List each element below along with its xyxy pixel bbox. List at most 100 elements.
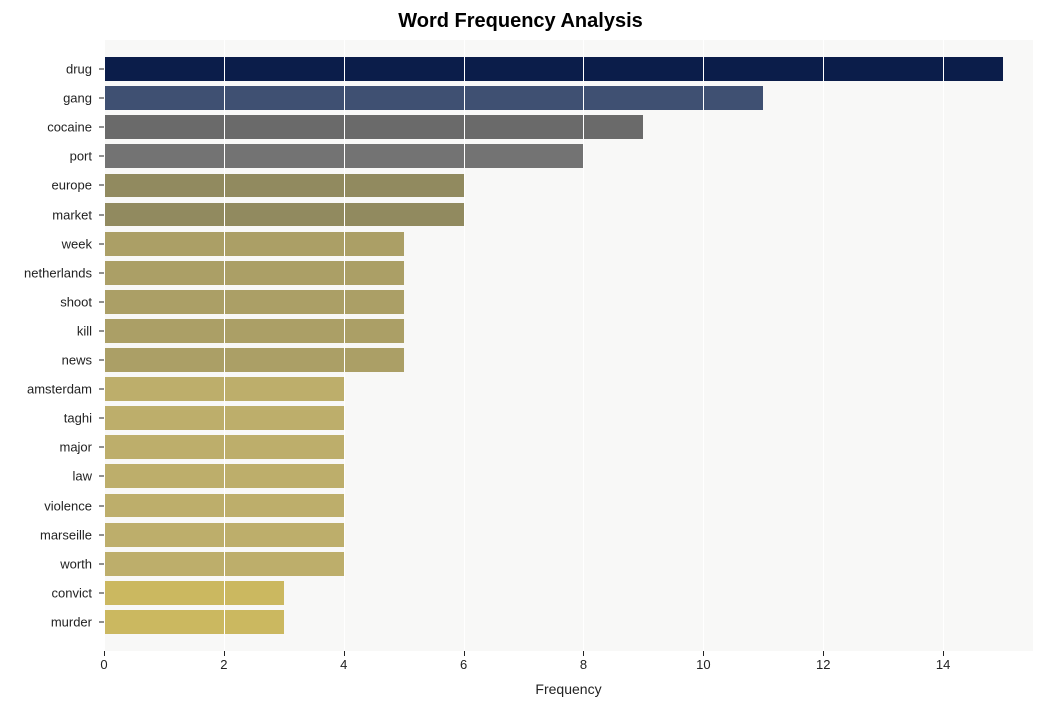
bar-row — [104, 464, 1033, 488]
x-tick — [464, 651, 465, 656]
bar — [104, 232, 404, 256]
bars-container — [104, 40, 1033, 651]
chart-title: Word Frequency Analysis — [0, 0, 1041, 39]
y-tick — [99, 534, 104, 535]
bar — [104, 610, 284, 634]
y-tick — [99, 621, 104, 622]
x-tick-label: 10 — [696, 657, 710, 672]
grid-line — [823, 40, 824, 651]
grid-line — [943, 40, 944, 651]
grid-line — [703, 40, 704, 651]
bar-row — [104, 86, 1033, 110]
y-tick — [99, 301, 104, 302]
plot-area — [104, 40, 1033, 651]
bar-row — [104, 435, 1033, 459]
y-tick — [99, 563, 104, 564]
y-tick-label: law — [72, 469, 92, 484]
x-tick — [703, 651, 704, 656]
y-tick-label: convict — [52, 585, 92, 600]
y-tick-label: cocaine — [47, 120, 92, 135]
x-tick-label: 2 — [220, 657, 227, 672]
x-tick — [583, 651, 584, 656]
y-tick-label: kill — [77, 323, 92, 338]
word-frequency-chart: Word Frequency Analysis drug gang cocaine p… — [0, 0, 1041, 701]
x-tick — [344, 651, 345, 656]
y-tick-label: murder — [51, 614, 92, 629]
y-tick-label: violence — [44, 498, 92, 513]
grid-line — [464, 40, 465, 651]
bar-row — [104, 232, 1033, 256]
y-tick — [99, 127, 104, 128]
y-tick — [99, 69, 104, 70]
y-tick — [99, 360, 104, 361]
bar-row — [104, 290, 1033, 314]
y-tick-label: gang — [63, 91, 92, 106]
y-tick — [99, 418, 104, 419]
bar — [104, 86, 763, 110]
y-tick-label: major — [59, 440, 92, 455]
x-tick — [224, 651, 225, 656]
y-tick — [99, 592, 104, 593]
y-tick — [99, 476, 104, 477]
x-tick — [823, 651, 824, 656]
y-tick-label: amsterdam — [27, 382, 92, 397]
y-tick-label: market — [52, 207, 92, 222]
bar-row — [104, 319, 1033, 343]
bar-row — [104, 348, 1033, 372]
y-tick — [99, 156, 104, 157]
bar — [104, 581, 284, 605]
bar-row — [104, 494, 1033, 518]
y-tick — [99, 98, 104, 99]
bar — [104, 319, 404, 343]
x-tick-label: 12 — [816, 657, 830, 672]
y-tick-label: news — [62, 353, 92, 368]
x-tick-label: 4 — [340, 657, 347, 672]
y-tick — [99, 330, 104, 331]
x-tick-label: 6 — [460, 657, 467, 672]
y-tick-label: week — [62, 236, 92, 251]
y-tick-label: port — [70, 149, 92, 164]
bar — [104, 115, 643, 139]
x-tick — [104, 651, 105, 656]
bar-row — [104, 610, 1033, 634]
bar-row — [104, 552, 1033, 576]
y-tick-label: europe — [52, 178, 92, 193]
y-tick — [99, 505, 104, 506]
bar-row — [104, 523, 1033, 547]
y-tick-label: taghi — [64, 411, 92, 426]
x-axis-title: Frequency — [104, 681, 1033, 697]
bar-row — [104, 174, 1033, 198]
y-tick — [99, 214, 104, 215]
y-tick — [99, 389, 104, 390]
bar-row — [104, 377, 1033, 401]
x-tick-label: 14 — [936, 657, 950, 672]
y-axis-labels: drug gang cocaine port europe market week nethe… — [0, 40, 98, 651]
grid-line — [344, 40, 345, 651]
bar-row — [104, 261, 1033, 285]
y-tick — [99, 243, 104, 244]
bar — [104, 290, 404, 314]
bar-row — [104, 203, 1033, 227]
grid-line — [104, 40, 105, 651]
grid-line — [224, 40, 225, 651]
bar-row — [104, 57, 1033, 81]
bar-row — [104, 406, 1033, 430]
y-tick — [99, 185, 104, 186]
x-tick — [943, 651, 944, 656]
x-tick-label: 8 — [580, 657, 587, 672]
y-tick-label: marseille — [40, 527, 92, 542]
y-tick-label: netherlands — [24, 265, 92, 280]
y-tick-label: shoot — [60, 294, 92, 309]
y-tick-label: worth — [60, 556, 92, 571]
bar-row — [104, 581, 1033, 605]
x-axis: Frequency 02468101214 — [104, 651, 1033, 701]
bar-row — [104, 144, 1033, 168]
bar-row — [104, 115, 1033, 139]
y-tick-label: drug — [66, 62, 92, 77]
bar — [104, 261, 404, 285]
bar — [104, 57, 1003, 81]
x-tick-label: 0 — [100, 657, 107, 672]
bar — [104, 348, 404, 372]
y-tick — [99, 272, 104, 273]
bar — [104, 203, 464, 227]
